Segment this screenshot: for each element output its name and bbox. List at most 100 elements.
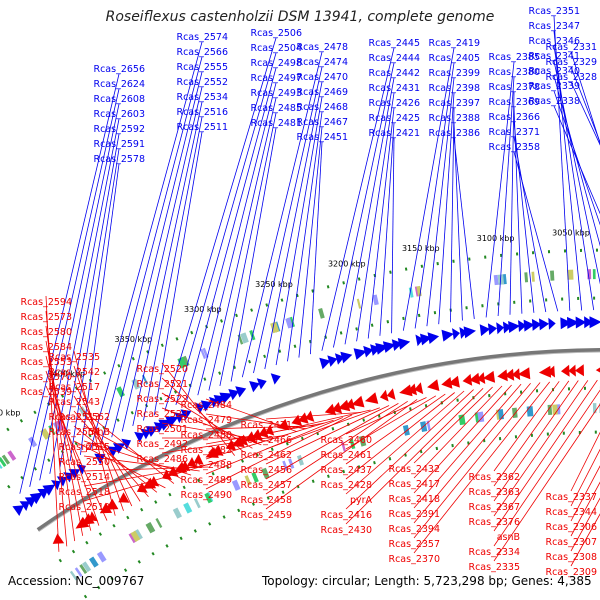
reverse-label-connector [161, 392, 253, 449]
reverse-gene-label: Rcas_2362 [468, 472, 520, 483]
forward-gene-arrow [508, 321, 520, 333]
feature-mark-outer [550, 270, 555, 281]
forward-label-connector [402, 47, 455, 331]
forward-gene-arrow [415, 334, 424, 347]
reverse-label-connector [493, 381, 560, 472]
forward-gene-label: Rcas_2555 [176, 62, 228, 73]
forward-label-connector [310, 141, 323, 355]
reverse-label-connector [73, 365, 124, 511]
feature-mark-inner [96, 551, 107, 563]
feature-mark-outer [592, 269, 596, 280]
feature-mark-outer [524, 272, 529, 283]
reverse-gene-label: Rcas_2562 [58, 412, 110, 423]
feature-mark-outer [270, 322, 278, 334]
kbp-scale-label: 3350 kbp [115, 335, 153, 344]
feature-mark-outer [200, 348, 207, 359]
forward-label-connector [438, 92, 455, 325]
reverse-label-connector [413, 384, 512, 494]
reverse-gene-arrow [324, 403, 337, 416]
forward-gene-label: Rcas_2366 [488, 112, 540, 123]
reverse-gene-label: Rcas_2489 [180, 475, 232, 486]
reverse-gene-arrow [469, 372, 481, 385]
forward-gene-label: Rcas_2578 [93, 154, 145, 165]
forward-label-connector [553, 105, 600, 215]
reverse-gene-label: Rcas_2363 [468, 487, 520, 498]
feature-mark-inner [477, 411, 485, 423]
reverse-label-connector [493, 380, 589, 517]
feature-mark-outer [48, 425, 56, 436]
forward-gene-arrow [37, 488, 49, 499]
reverse-label-connector [413, 381, 551, 554]
reverse-label-connector [205, 419, 334, 460]
feature-mark-outer [356, 298, 362, 309]
reverse-label-connector [570, 513, 600, 567]
forward-label-connector [553, 90, 600, 226]
forward-gene-label: Rcas_2378 [488, 82, 540, 93]
forward-gene-arrow [502, 321, 512, 334]
reverse-gene-label: Rcas_2501 [136, 424, 188, 435]
reverse-gene-label: Rcas_2486 [136, 454, 188, 465]
reverse-gene-label: Rcas_2437 [320, 465, 372, 476]
reverse-gene-label: Rcas_2458 [240, 495, 292, 506]
reverse-gene-arrow [298, 412, 309, 424]
forward-gene-label: Rcas_2485 [250, 103, 302, 114]
reverse-gene-label: Rcas_2542 [48, 367, 100, 378]
reverse-gene-label: Rcas_2428 [320, 480, 372, 491]
forward-gene-label: Rcas_2498 [250, 58, 302, 69]
reverse-gene-label: Rcas_2523 [136, 409, 188, 420]
forward-label-connector [90, 41, 203, 450]
forward-label-connector [426, 77, 455, 327]
feature-mark-inner [358, 435, 367, 447]
forward-gene-arrow [12, 505, 25, 516]
reverse-label-connector [265, 409, 371, 435]
forward-gene-label: Rcas_2371 [488, 127, 540, 138]
feature-mark-outer [240, 332, 249, 344]
reverse-label-connector [83, 458, 227, 502]
feature-mark-inner [474, 412, 479, 423]
forward-gene-label: Rcas_2534 [176, 92, 228, 103]
forward-gene-arrow [548, 317, 556, 330]
feature-mark-outer [531, 271, 535, 282]
reverse-gene-arrow [441, 377, 453, 389]
reverse-label-connector [570, 465, 600, 522]
reverse-gene-label: Rcas_2514 [58, 472, 110, 483]
reverse-gene-label: Rcas_2479 [180, 415, 232, 426]
reverse-gene-arrow [251, 428, 263, 441]
reverse-label-connector [493, 379, 598, 532]
reverse-gene-label: Rcas_2471 [240, 420, 292, 431]
reverse-gene-arrow [511, 368, 521, 381]
forward-gene-arrow [121, 438, 132, 450]
reverse-label-connector [570, 497, 600, 552]
forward-label-connector [253, 66, 323, 374]
reverse-gene-label: Rcas_2550 [58, 457, 110, 468]
forward-label-connector [275, 96, 323, 366]
feature-mark-inner [88, 556, 99, 568]
forward-gene-label: Rcas_2341 [528, 51, 580, 62]
forward-gene-arrow [496, 322, 505, 335]
feature-mark-inner [172, 507, 182, 519]
reverse-gene-arrow [482, 370, 496, 383]
forward-gene-label: Rcas_2451 [296, 132, 348, 143]
reverse-gene-arrow [205, 447, 219, 458]
forward-gene-arrow [319, 357, 331, 370]
reverse-gene-label: Rcas_2391 [388, 509, 440, 520]
kbp-scale-label: 3150 kbp [402, 244, 440, 253]
forward-gene-arrow [195, 402, 205, 414]
feature-mark-inner [282, 460, 289, 471]
reverse-label-connector [265, 407, 380, 450]
forward-label-connector [153, 131, 203, 416]
feature-mark-inner [69, 570, 78, 581]
reverse-label-connector [73, 350, 116, 516]
kbp-scale-label: 3100 kbp [477, 234, 515, 243]
feature-mark-inner [145, 521, 156, 534]
forward-gene-arrow [353, 348, 368, 360]
reverse-gene-arrow [517, 367, 531, 380]
reverse-label-connector [45, 370, 100, 526]
reverse-gene-arrow [75, 516, 90, 529]
reverse-label-connector [161, 434, 289, 454]
forward-label-connector [391, 137, 395, 334]
forward-gene-arrow [391, 339, 403, 351]
reverse-gene-arrow [448, 375, 460, 388]
forward-gene-label: Rcas_2603 [93, 109, 145, 120]
forward-gene-label: Rcas_2608 [93, 94, 145, 105]
